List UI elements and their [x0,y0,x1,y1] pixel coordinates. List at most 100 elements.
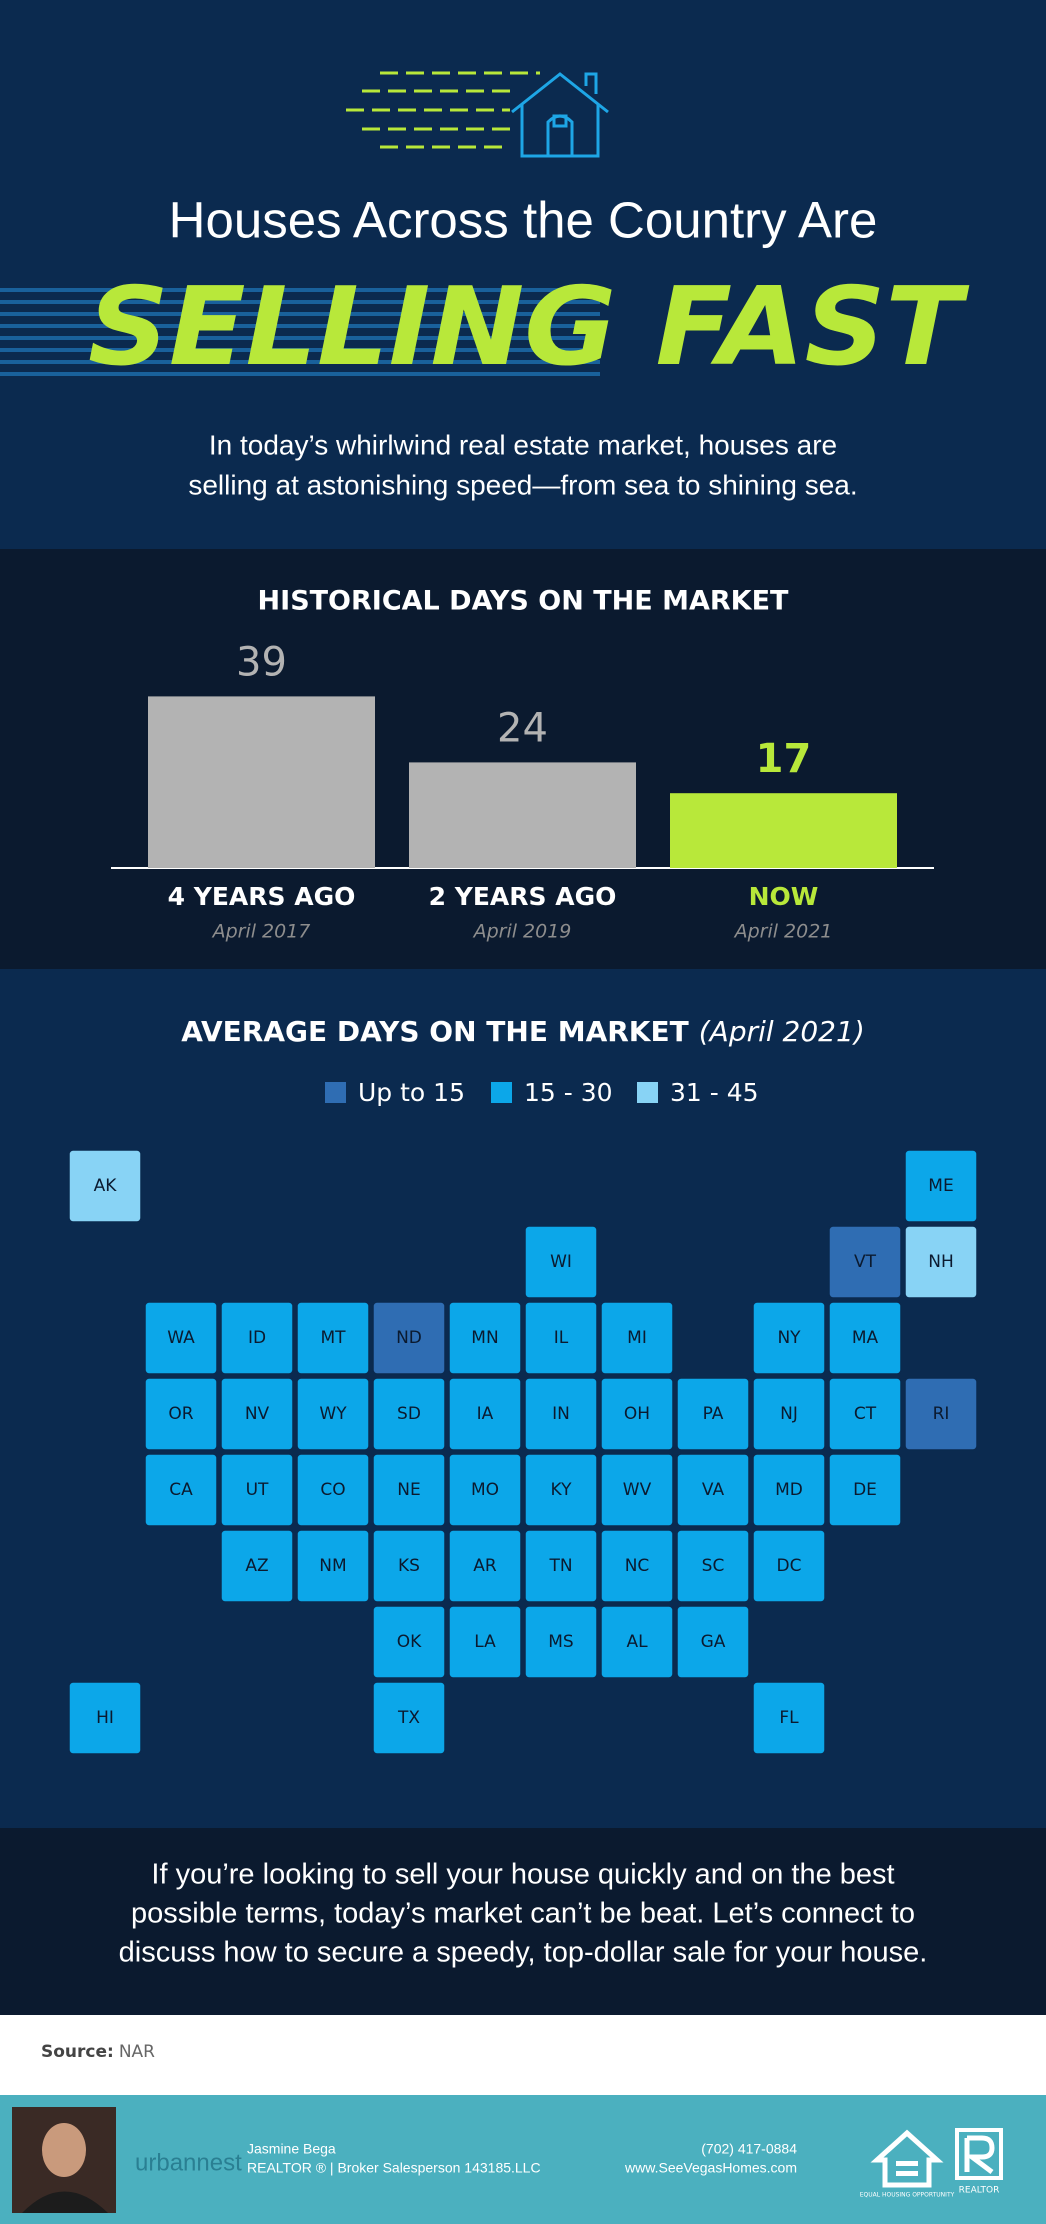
state-label: MA [852,1328,879,1348]
state-label: NV [245,1404,270,1424]
state-tile [68,1149,142,1223]
state-label: AK [94,1176,118,1196]
category-sublabel: April 2017 [211,921,311,943]
state-tile [372,1377,446,1451]
bar-chart: 39 4 YEARS AGO April 2017 24 2 YEARS AGO Apri… [148,639,897,943]
agent-role: REALTOR ® | Broker Salesperson 143185.LL… [247,2160,541,2176]
state-label: CO [320,1480,345,1500]
state-tile [296,1377,370,1451]
state-label: MT [320,1328,346,1348]
value-label: 24 [497,705,548,751]
legend-swatch [637,1082,658,1103]
state-tile [904,1377,978,1451]
closing-line: If you’re looking to sell your house qui… [151,1859,894,1891]
eho-text: EQUAL HOUSING OPPORTUNITY [860,2192,955,2199]
state-tile [220,1377,294,1451]
state-label: AZ [245,1556,268,1576]
closing-line: discuss how to secure a speedy, top-doll… [119,1937,928,1969]
state-label: KY [551,1480,573,1500]
state-tile [448,1605,522,1679]
chart-title: HISTORICAL DAYS ON THE MARKET [258,586,789,617]
state-label: NC [625,1556,650,1576]
state-label: VT [854,1252,877,1272]
state-label: KS [398,1556,420,1576]
eho-logo: EQUAL HOUSING OPPORTUNITY [860,2129,955,2199]
state-label: IL [554,1328,569,1348]
state-label: MD [775,1480,803,1500]
state-tile [600,1377,674,1451]
category-sublabel: April 2021 [733,921,833,943]
state-label: HI [96,1708,114,1728]
state-tile [904,1149,978,1223]
state-tile [220,1453,294,1527]
state-label: NE [397,1480,420,1500]
source-label: Source: [41,2042,114,2062]
speed-stripes [0,288,600,376]
state-tile [144,1377,218,1451]
bar [148,696,375,868]
state-tile [296,1529,370,1603]
state-label: LA [474,1632,496,1652]
state-tile [752,1453,826,1527]
state-label: NY [777,1328,801,1348]
website: www.SeeVegasHomes.com [624,2160,797,2176]
state-label: AL [626,1632,648,1652]
state-tile [524,1605,598,1679]
state-tile [372,1529,446,1603]
state-tile [524,1301,598,1375]
state-label: AR [473,1556,497,1576]
state-tile [752,1377,826,1451]
state-tile [752,1301,826,1375]
value-label: 17 [756,736,812,782]
agent-name: Jasmine Bega [247,2141,336,2157]
intro-line: In today’s whirlwind real estate market,… [209,429,837,460]
state-tile [372,1301,446,1375]
state-tile [524,1529,598,1603]
header-bg [0,0,1046,549]
state-tile [904,1225,978,1299]
closing-line: possible terms, today’s market can’t be … [131,1898,915,1930]
state-tile [600,1301,674,1375]
legend-swatch [325,1082,346,1103]
map-title: AVERAGE DAYS ON THE MARKET (April 2021) [181,1015,865,1048]
category-label: NOW [749,882,819,911]
state-tile [676,1453,750,1527]
state-tile [220,1529,294,1603]
footer-bg [0,2095,1046,2224]
legend-label: Up to 15 [358,1078,465,1107]
category-label: 2 YEARS AGO [429,882,617,911]
state-label: DE [853,1480,877,1500]
state-tile [220,1301,294,1375]
phone: (702) 417-0884 [701,2141,797,2157]
state-label: TN [548,1556,572,1576]
state-tile [752,1529,826,1603]
title: Houses Across the Country Are [169,191,878,248]
state-tile [144,1301,218,1375]
state-tile [524,1453,598,1527]
state-tile [828,1453,902,1527]
category-sublabel: April 2019 [472,921,572,943]
house-icon [346,71,609,158]
state-label: OH [624,1404,650,1424]
source-bg [0,2015,1046,2095]
brand-logo: urbannest [135,2149,242,2176]
state-tile [524,1225,598,1299]
closing-bg [0,1828,1046,2015]
state-label: FL [779,1708,799,1728]
legend: Up to 15 15 - 30 31 - 45 [325,1078,759,1107]
state-tile [676,1605,750,1679]
state-label: GA [701,1632,726,1652]
state-label: ND [396,1328,422,1348]
state-label: NH [928,1252,954,1272]
state-tile [68,1681,142,1755]
state-label: NM [319,1556,346,1576]
state-label: MS [548,1632,573,1652]
headline: SELLING FAST [88,265,970,390]
state-label: WY [319,1404,347,1424]
state-label: MO [471,1480,499,1500]
state-tile [448,1529,522,1603]
state-tile [296,1453,370,1527]
state-tile [828,1301,902,1375]
